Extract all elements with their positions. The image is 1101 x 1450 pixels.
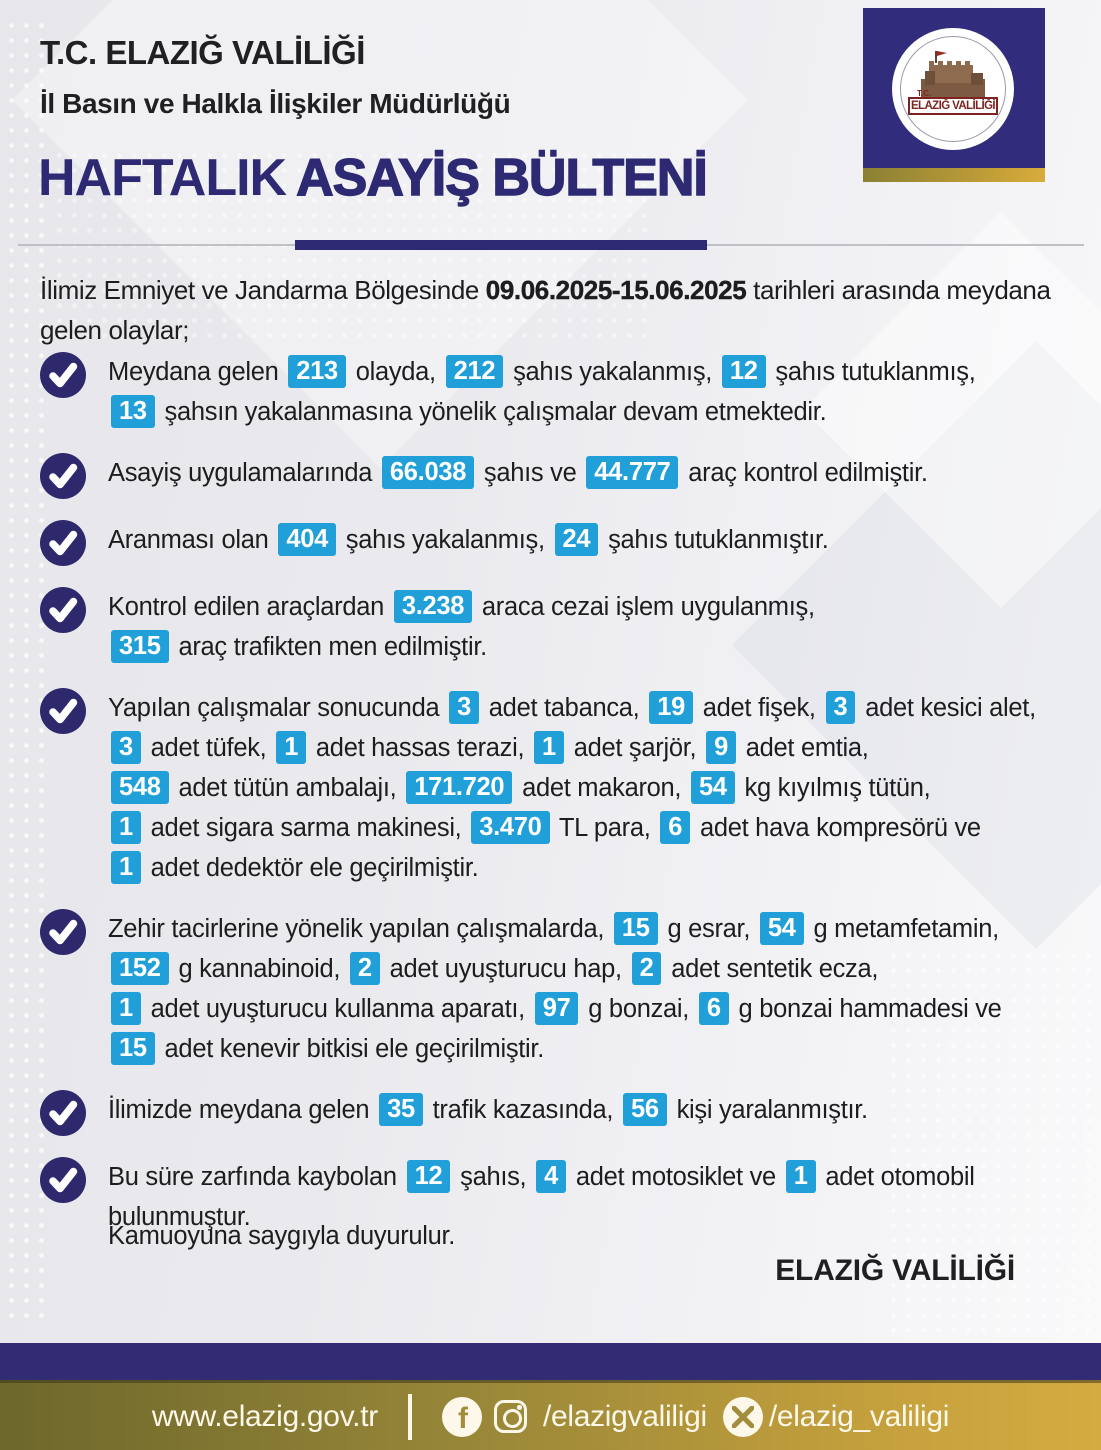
highlight-number: 1 bbox=[111, 811, 141, 844]
highlight-number: 3 bbox=[449, 691, 480, 724]
bulletin-item: Bu süre zarfında kaybolan 12 şahıs, 4 ad… bbox=[40, 1157, 1060, 1237]
highlight-number: 2 bbox=[631, 952, 662, 985]
signature: ELAZIĞ VALİLİĞİ bbox=[775, 1254, 1015, 1287]
bullet-text: Meydana gelen 213 olayda, 212 şahıs yaka… bbox=[108, 355, 976, 428]
bullet-text: Yapılan çalışmalar sonucunda 3 adet taba… bbox=[108, 691, 1036, 884]
check-icon bbox=[40, 909, 86, 955]
castle-icon bbox=[921, 51, 985, 99]
highlight-number: 15 bbox=[111, 1032, 155, 1065]
highlight-number: 4 bbox=[536, 1160, 567, 1193]
bulletin-item: Aranması olan 404 şahıs yakalanmış, 24 ş… bbox=[40, 520, 1060, 566]
highlight-number: 19 bbox=[649, 691, 693, 724]
highlight-number: 54 bbox=[690, 771, 735, 804]
highlight-number: 3.470 bbox=[471, 811, 550, 844]
highlight-number: 212 bbox=[445, 355, 504, 388]
highlight-number: 9 bbox=[706, 731, 736, 764]
highlight-number: 213 bbox=[288, 355, 346, 388]
highlight-number: 548 bbox=[111, 771, 169, 804]
logo-tc-text: T.C. bbox=[917, 89, 932, 98]
footer-bar: www.elazig.gov.tr f /elazigvaliligi /ela… bbox=[0, 1380, 1101, 1450]
bulletin-item: Kontrol edilen araçlardan 3.238 araca ce… bbox=[40, 587, 1060, 667]
highlight-number: 66.038 bbox=[381, 456, 475, 489]
bullet-text: Kontrol edilen araçlardan 3.238 araca ce… bbox=[108, 590, 815, 663]
highlight-number: 12 bbox=[406, 1160, 451, 1193]
highlight-number: 1 bbox=[111, 851, 141, 884]
highlight-number: 97 bbox=[534, 992, 579, 1025]
org-title: T.C. ELAZIĞ VALİLİĞİ bbox=[40, 34, 365, 71]
bulletin-item: Yapılan çalışmalar sonucunda 3 adet taba… bbox=[40, 688, 1060, 888]
instagram-icon bbox=[493, 1400, 527, 1433]
highlight-number: 152 bbox=[111, 952, 169, 985]
highlight-number: 44.777 bbox=[586, 456, 679, 489]
bulletin-item: Zehir tacirlerine yönelik yapılan çalışm… bbox=[40, 909, 1060, 1069]
check-icon bbox=[40, 587, 86, 633]
highlight-number: 24 bbox=[554, 523, 599, 556]
highlight-number: 1 bbox=[111, 992, 141, 1025]
highlight-number: 3 bbox=[825, 691, 856, 724]
page-title-bold: ASAYİŞ BÜLTENİ bbox=[295, 148, 708, 207]
footer-separator bbox=[407, 1393, 412, 1440]
highlight-number: 315 bbox=[111, 630, 169, 663]
footer-navy-band bbox=[0, 1343, 1101, 1380]
logo-label: ELAZIĞ VALİLİĞİ bbox=[908, 97, 998, 115]
highlight-number: 1 bbox=[785, 1160, 816, 1193]
governorship-logo: T.C. ELAZIĞ VALİLİĞİ bbox=[863, 8, 1045, 168]
page-title: HAFTALIK ASAYİŞ BÜLTENİ bbox=[38, 148, 709, 208]
check-icon bbox=[40, 453, 86, 499]
highlight-number: 54 bbox=[759, 912, 804, 945]
check-icon bbox=[40, 520, 86, 566]
social-handle: /elazigvaliligi bbox=[542, 1399, 707, 1433]
highlight-number: 6 bbox=[660, 811, 691, 844]
x-icon bbox=[722, 1396, 763, 1437]
check-icon bbox=[40, 352, 86, 398]
highlight-number: 15 bbox=[613, 912, 658, 945]
highlight-number: 56 bbox=[623, 1093, 667, 1126]
bulletin-list: Meydana gelen 213 olayda, 212 şahıs yaka… bbox=[40, 352, 1060, 1258]
facebook-icon: f bbox=[441, 1396, 482, 1437]
highlight-number: 2 bbox=[349, 952, 380, 985]
website-url: www.elazig.gov.tr bbox=[151, 1399, 378, 1433]
logo-emblem: T.C. ELAZIĞ VALİLİĞİ bbox=[894, 30, 1012, 148]
bulletin-item: Asayiş uygulamalarında 66.038 şahıs ve 4… bbox=[40, 453, 1060, 499]
bulletin-item: İlimizde meydana gelen 35 trafik kazasın… bbox=[40, 1090, 1060, 1136]
highlight-number: 3 bbox=[111, 731, 141, 764]
check-icon bbox=[40, 1157, 86, 1203]
check-icon bbox=[40, 688, 86, 734]
highlight-number: 35 bbox=[379, 1093, 423, 1126]
highlight-number: 171.720 bbox=[406, 771, 513, 804]
highlight-number: 13 bbox=[111, 395, 155, 428]
bullet-text: İlimizde meydana gelen 35 trafik kazasın… bbox=[108, 1093, 868, 1126]
logo-gold-strip bbox=[863, 168, 1045, 182]
bullet-text: Zehir tacirlerine yönelik yapılan çalışm… bbox=[108, 912, 1002, 1065]
page-title-light: HAFTALIK bbox=[38, 149, 287, 207]
highlight-number: 1 bbox=[276, 731, 307, 764]
bullet-text: Bu süre zarfında kaybolan 12 şahıs, 4 ad… bbox=[108, 1160, 975, 1231]
bulletin-item: Meydana gelen 213 olayda, 212 şahıs yaka… bbox=[40, 352, 1060, 432]
date-range: 09.06.2025-15.06.2025 bbox=[485, 275, 747, 305]
department-subtitle: İl Basın ve Halkla İlişkiler Müdürlüğü bbox=[40, 88, 511, 119]
highlight-number: 12 bbox=[721, 355, 766, 388]
highlight-number: 3.238 bbox=[393, 590, 473, 623]
x-handle: /elazig_valiligi bbox=[768, 1399, 950, 1433]
check-icon bbox=[40, 1090, 86, 1136]
bullet-text: Asayiş uygulamalarında 66.038 şahıs ve 4… bbox=[108, 456, 928, 489]
divider-bar bbox=[295, 240, 707, 250]
highlight-number: 404 bbox=[278, 523, 336, 556]
highlight-number: 6 bbox=[698, 992, 729, 1025]
highlight-number: 1 bbox=[534, 731, 564, 764]
closing-text: Kamuoyuna saygıyla duyurulur. bbox=[108, 1222, 456, 1250]
intro-text: İlimiz Emniyet ve Jandarma Bölgesinde 09… bbox=[40, 275, 1051, 346]
bullet-text: Aranması olan 404 şahıs yakalanmış, 24 ş… bbox=[108, 523, 829, 556]
